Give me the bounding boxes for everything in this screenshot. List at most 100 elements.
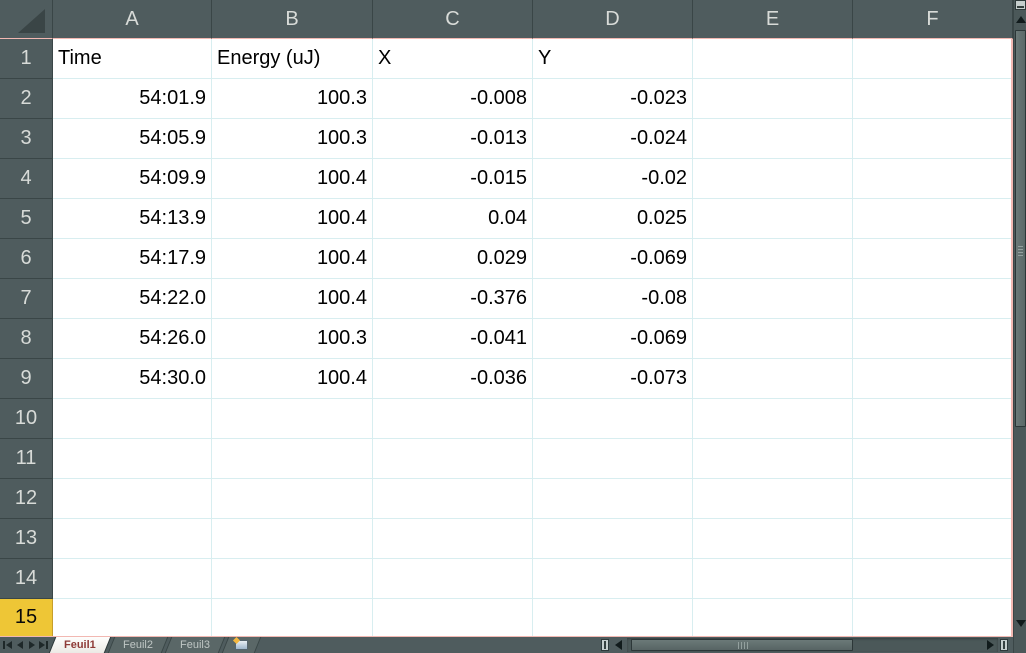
cell-d14[interactable]: [533, 559, 693, 599]
cell-b5[interactable]: 100.4: [212, 199, 373, 239]
row-header-5[interactable]: 5: [0, 199, 53, 239]
vertical-scrollbar[interactable]: [1013, 0, 1026, 637]
cell-c6[interactable]: 0.029: [373, 239, 533, 279]
column-header-d[interactable]: D: [533, 0, 693, 39]
cell-f13[interactable]: [853, 519, 1013, 559]
horizontal-split-handle[interactable]: [1000, 639, 1008, 651]
cell-c5[interactable]: 0.04: [373, 199, 533, 239]
cell-f11[interactable]: [853, 439, 1013, 479]
next-sheet-button[interactable]: [26, 639, 37, 651]
cell-f15[interactable]: [853, 599, 1013, 637]
cell-a15[interactable]: [53, 599, 212, 637]
cell-c13[interactable]: [373, 519, 533, 559]
cell-c14[interactable]: [373, 559, 533, 599]
cell-b2[interactable]: 100.3: [212, 79, 373, 119]
horizontal-scrollbar-track[interactable]: [627, 638, 998, 652]
cell-a12[interactable]: [53, 479, 212, 519]
cell-f14[interactable]: [853, 559, 1013, 599]
cell-f3[interactable]: [853, 119, 1013, 159]
cell-d7[interactable]: -0.08: [533, 279, 693, 319]
cell-d13[interactable]: [533, 519, 693, 559]
cell-e1[interactable]: [693, 39, 853, 79]
scroll-down-button[interactable]: [1014, 614, 1026, 632]
cell-c9[interactable]: -0.036: [373, 359, 533, 399]
cell-c1[interactable]: X: [373, 39, 533, 79]
column-header-b[interactable]: B: [212, 0, 373, 39]
cell-e11[interactable]: [693, 439, 853, 479]
cell-d12[interactable]: [533, 479, 693, 519]
cell-b9[interactable]: 100.4: [212, 359, 373, 399]
row-header-6[interactable]: 6: [0, 239, 53, 279]
cell-a7[interactable]: 54:22.0: [53, 279, 212, 319]
cell-b8[interactable]: 100.3: [212, 319, 373, 359]
cell-d9[interactable]: -0.073: [533, 359, 693, 399]
cell-a2[interactable]: 54:01.9: [53, 79, 212, 119]
row-header-3[interactable]: 3: [0, 119, 53, 159]
cell-a3[interactable]: 54:05.9: [53, 119, 212, 159]
cell-d4[interactable]: -0.02: [533, 159, 693, 199]
column-header-a[interactable]: A: [53, 0, 212, 39]
row-header-2[interactable]: 2: [0, 79, 53, 119]
scroll-up-button[interactable]: [1014, 11, 1026, 28]
cell-f1[interactable]: [853, 39, 1013, 79]
horizontal-scrollbar-thumb[interactable]: [631, 639, 853, 651]
cell-e9[interactable]: [693, 359, 853, 399]
insert-worksheet-button[interactable]: [221, 637, 261, 653]
cell-a1[interactable]: Time: [53, 39, 212, 79]
cell-d8[interactable]: -0.069: [533, 319, 693, 359]
cell-f7[interactable]: [853, 279, 1013, 319]
cell-e5[interactable]: [693, 199, 853, 239]
cell-b14[interactable]: [212, 559, 373, 599]
cell-e7[interactable]: [693, 279, 853, 319]
cell-a5[interactable]: 54:13.9: [53, 199, 212, 239]
tab-scrollbar-split-handle[interactable]: [601, 639, 609, 651]
cell-d5[interactable]: 0.025: [533, 199, 693, 239]
row-header-13[interactable]: 13: [0, 519, 53, 559]
row-header-8[interactable]: 8: [0, 319, 53, 359]
cell-e15[interactable]: [693, 599, 853, 637]
cell-b15[interactable]: [212, 599, 373, 637]
cell-d6[interactable]: -0.069: [533, 239, 693, 279]
cell-d15[interactable]: [533, 599, 693, 637]
cell-f8[interactable]: [853, 319, 1013, 359]
sheet-tab-feuil2[interactable]: Feuil2: [107, 637, 168, 653]
row-header-15-active[interactable]: 15: [0, 599, 53, 637]
cell-e4[interactable]: [693, 159, 853, 199]
row-header-10[interactable]: 10: [0, 399, 53, 439]
cell-d10[interactable]: [533, 399, 693, 439]
cell-a8[interactable]: 54:26.0: [53, 319, 212, 359]
cell-c2[interactable]: -0.008: [373, 79, 533, 119]
row-header-1[interactable]: 1: [0, 39, 53, 79]
row-header-9[interactable]: 9: [0, 359, 53, 399]
sheet-tab-feuil3[interactable]: Feuil3: [164, 637, 225, 653]
cell-a13[interactable]: [53, 519, 212, 559]
scroll-right-button[interactable]: [983, 638, 998, 652]
cell-f5[interactable]: [853, 199, 1013, 239]
row-header-12[interactable]: 12: [0, 479, 53, 519]
cell-f10[interactable]: [853, 399, 1013, 439]
cell-c3[interactable]: -0.013: [373, 119, 533, 159]
cell-b13[interactable]: [212, 519, 373, 559]
first-sheet-button[interactable]: [2, 639, 13, 651]
select-all-button[interactable]: [0, 0, 53, 39]
cell-d11[interactable]: [533, 439, 693, 479]
sheet-tab-feuil1[interactable]: Feuil1: [48, 637, 112, 653]
cell-f2[interactable]: [853, 79, 1013, 119]
cell-b4[interactable]: 100.4: [212, 159, 373, 199]
cell-b7[interactable]: 100.4: [212, 279, 373, 319]
cell-c15[interactable]: [373, 599, 533, 637]
last-sheet-button[interactable]: [38, 639, 49, 651]
cell-b12[interactable]: [212, 479, 373, 519]
cell-b11[interactable]: [212, 439, 373, 479]
cell-a14[interactable]: [53, 559, 212, 599]
cell-c12[interactable]: [373, 479, 533, 519]
cell-f12[interactable]: [853, 479, 1013, 519]
cell-e6[interactable]: [693, 239, 853, 279]
cell-c4[interactable]: -0.015: [373, 159, 533, 199]
row-header-14[interactable]: 14: [0, 559, 53, 599]
cell-a9[interactable]: 54:30.0: [53, 359, 212, 399]
cell-e14[interactable]: [693, 559, 853, 599]
cell-e2[interactable]: [693, 79, 853, 119]
cell-c10[interactable]: [373, 399, 533, 439]
vertical-split-handle[interactable]: [1015, 0, 1026, 10]
